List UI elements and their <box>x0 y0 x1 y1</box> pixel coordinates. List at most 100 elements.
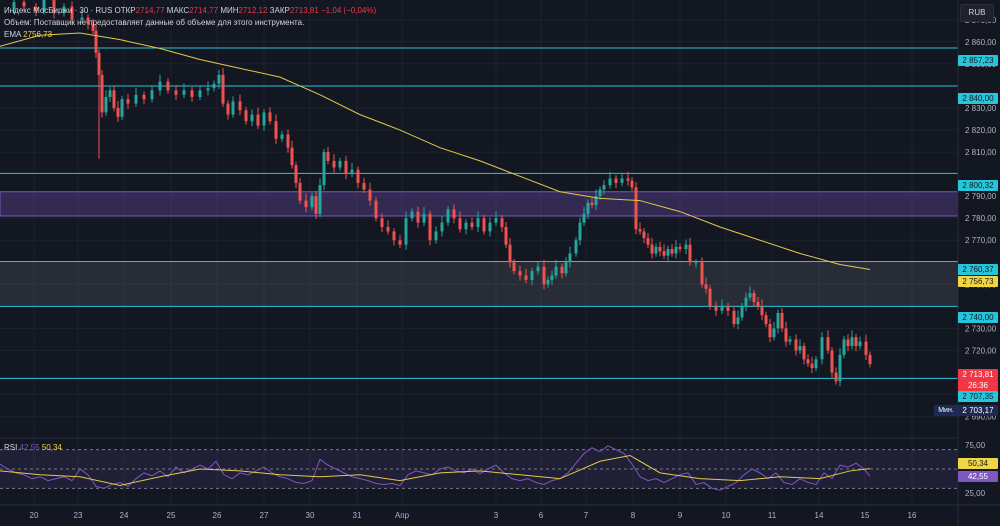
candle-body-81 <box>500 218 504 228</box>
price-zones <box>0 191 959 307</box>
ema-label: EMA <box>4 30 21 39</box>
candle-body-40 <box>268 112 272 122</box>
time-tick-label: 15 <box>861 511 870 520</box>
candle-body-105 <box>614 178 618 183</box>
rsi-legend[interactable]: RSI 42,55 50,34 <box>4 442 62 453</box>
candle-body-95 <box>568 253 572 263</box>
candle-body-109 <box>634 187 638 230</box>
candle-body-43 <box>286 134 290 148</box>
candle-body-80 <box>494 218 498 223</box>
candle-body-21 <box>142 94 146 100</box>
candle-body-151 <box>820 337 824 360</box>
time-tick-label: 24 <box>120 511 129 520</box>
ema-legend[interactable]: EMA 2756,73 <box>4 29 52 40</box>
time-tick-label: 23 <box>74 511 83 520</box>
candle-body-123 <box>694 262 698 264</box>
candle-body-2 <box>22 2 26 7</box>
candle-body-51 <box>322 152 326 186</box>
candle-body-147 <box>802 346 806 360</box>
rsi-tick-label: 25,00 <box>965 489 986 498</box>
candle-body-83 <box>508 244 512 263</box>
candle-body-31 <box>217 74 221 84</box>
rsi-ma-axis-label: 50,34 <box>958 458 998 469</box>
time-tick-label: 27 <box>260 511 269 520</box>
candle-body-23 <box>158 81 162 91</box>
time-tick-label: 7 <box>584 511 589 520</box>
candle-body-134 <box>748 293 752 298</box>
candle-body-103 <box>602 185 606 190</box>
candle-body-54 <box>338 160 342 168</box>
candle-body-87 <box>530 271 534 280</box>
rsi-ma-line <box>0 454 871 486</box>
candle-body-19 <box>126 99 130 104</box>
level-label-2840: 2 840,00 <box>958 93 998 104</box>
candle-body-129 <box>726 306 730 311</box>
candle-body-125 <box>704 284 708 289</box>
currency-badge[interactable]: RUB <box>960 4 994 22</box>
candle-body-76 <box>470 222 474 228</box>
candle-body-106 <box>620 178 624 183</box>
candle-body-98 <box>582 213 586 223</box>
candle-body-160 <box>858 341 862 347</box>
rsi-pane <box>0 445 958 491</box>
candle-body-50 <box>318 185 322 214</box>
candle-body-140 <box>772 328 776 338</box>
candle-body-8 <box>80 17 84 20</box>
candle-body-36 <box>244 110 248 122</box>
candle-body-32 <box>221 74 225 104</box>
candle-body-5 <box>52 0 56 14</box>
candle-body-102 <box>598 189 602 197</box>
candle-body-146 <box>798 346 802 351</box>
candle-body-114 <box>654 246 658 254</box>
close-label: ЗАКР <box>269 6 290 15</box>
time-axis[interactable]: 20 23 24 25 26 27 30 31 Апр 3 6 7 8 9 10 11 14 15 16 <box>0 504 1000 520</box>
low-value: 2712,12 <box>238 6 268 15</box>
level-label-2857: 2 857,23 <box>958 55 998 66</box>
candle-body-33 <box>226 103 230 115</box>
price-tick-label: 2 860,00 <box>965 38 997 47</box>
candle-body-117 <box>666 249 670 256</box>
candle-body-112 <box>646 238 650 245</box>
candle-body-58 <box>362 182 366 190</box>
grid-lines <box>0 0 958 505</box>
candle-body-25 <box>174 90 178 95</box>
candle-body-77 <box>476 218 480 228</box>
candle-body-153 <box>830 350 834 373</box>
candle-body-162 <box>868 354 872 365</box>
rsi-axis-label: 42,55 <box>958 471 998 482</box>
time-tick-label: 30 <box>306 511 315 520</box>
ohlc-legend: Индекс МосБиржи · 30 · RUS ОТКР2714,77 М… <box>4 5 376 16</box>
session-min-label: 2 703,17 <box>958 405 998 416</box>
price-tick-label: 2 770,00 <box>965 236 997 245</box>
change-value: −1,04 (−0,04%) <box>321 6 377 15</box>
candle-body-56 <box>350 169 354 175</box>
level-label-2707: 2 707,35 <box>958 391 998 402</box>
horizontal-levels <box>0 47 958 379</box>
rsi-value: 42,55 <box>19 443 40 452</box>
rsi-tick-label: 75,00 <box>965 441 986 450</box>
candle-body-93 <box>560 266 564 274</box>
price-tick-label: 2 790,00 <box>965 192 997 201</box>
candle-body-78 <box>482 218 486 232</box>
candle-body-130 <box>732 310 736 324</box>
symbol-title[interactable]: Индекс МосБиржи · 30 · RUS <box>4 6 113 15</box>
candle-body-29 <box>206 88 210 91</box>
price-tick-label: 2 780,00 <box>965 214 997 223</box>
candle-body-14 <box>104 96 108 113</box>
candle-body-124 <box>700 262 704 285</box>
candle-body-150 <box>814 359 818 369</box>
candle-body-90 <box>546 279 550 285</box>
ema-price-label: 2 756,73 <box>958 276 998 287</box>
candle-body-34 <box>231 101 235 115</box>
candle-body-74 <box>458 218 462 230</box>
candle-body-144 <box>788 339 792 342</box>
candle-body-65 <box>404 218 408 245</box>
candle-body-158 <box>850 337 854 347</box>
candle-body-121 <box>684 244 688 250</box>
high-value: 2714,77 <box>189 6 219 15</box>
candle-body-152 <box>826 337 830 351</box>
candle-body-101 <box>594 196 598 205</box>
candle-body-16 <box>112 90 116 108</box>
ema-line <box>0 32 871 270</box>
